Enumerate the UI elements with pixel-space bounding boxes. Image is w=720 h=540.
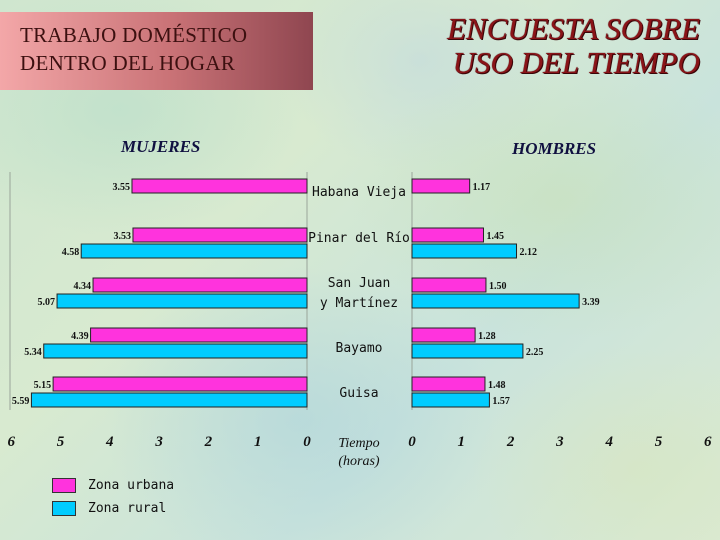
x-axis-label-1: (horas) bbox=[338, 454, 380, 469]
right-tick-5: 5 bbox=[655, 434, 663, 450]
data-label-mujeres-1-3: 5.34 bbox=[24, 347, 42, 358]
data-label-mujeres-0-4: 5.15 bbox=[34, 380, 52, 391]
left-tick-1: 1 bbox=[254, 434, 262, 450]
bar-mujeres-rural-2 bbox=[56, 293, 308, 309]
bar-hombres-rural-2 bbox=[411, 293, 580, 309]
category-label-2-1: y Martínez bbox=[320, 296, 398, 311]
data-label-mujeres-1-2: 5.07 bbox=[38, 297, 56, 308]
left-tick-0: 0 bbox=[303, 434, 311, 450]
bar-hombres-rural-4 bbox=[411, 392, 490, 408]
title-box: TRABAJO DOMÉSTICO DENTRO DEL HOGAR bbox=[0, 12, 313, 90]
subtitle-line-1: TRABAJO DOMÉSTICO bbox=[20, 23, 248, 47]
legend-label-rural: Zona rural bbox=[88, 501, 167, 516]
data-label-mujeres-0-3: 4.39 bbox=[71, 331, 89, 342]
data-label-hombres-0-4: 1.48 bbox=[488, 380, 506, 391]
legend-label-urbana: Zona urbana bbox=[88, 478, 175, 493]
legend: Zona urbana Zona rural bbox=[52, 474, 174, 520]
data-label-hombres-1-4: 1.57 bbox=[492, 396, 510, 407]
legend-swatch-urbana bbox=[52, 478, 76, 493]
main-title: ENCUESTA SOBRE USO DEL TIEMPO bbox=[447, 12, 700, 80]
bar-mujeres-urbana-4 bbox=[52, 376, 308, 392]
data-label-mujeres-1-4: 5.59 bbox=[12, 396, 30, 407]
bar-hombres-rural-3 bbox=[411, 343, 524, 359]
category-label-4-0: Guisa bbox=[339, 386, 378, 401]
data-label-hombres-0-1: 1.45 bbox=[486, 231, 504, 242]
data-label-mujeres-0-0: 3.55 bbox=[112, 182, 130, 193]
bar-hombres-urbana-3 bbox=[411, 327, 476, 343]
right-tick-6: 6 bbox=[704, 434, 712, 450]
legend-item-rural: Zona rural bbox=[52, 497, 174, 520]
bar-mujeres-rural-4 bbox=[30, 392, 308, 408]
bar-hombres-urbana-1 bbox=[411, 227, 484, 243]
data-label-mujeres-1-1: 4.58 bbox=[62, 247, 80, 258]
legend-item-urbana: Zona urbana bbox=[52, 474, 174, 497]
data-label-mujeres-0-2: 4.34 bbox=[74, 281, 92, 292]
subtitle-line-2: DENTRO DEL HOGAR bbox=[20, 51, 236, 75]
bar-mujeres-urbana-0 bbox=[131, 178, 308, 194]
bar-hombres-rural-1 bbox=[411, 243, 518, 259]
left-tick-6: 6 bbox=[7, 434, 15, 450]
data-label-hombres-1-3: 2.25 bbox=[526, 347, 544, 358]
left-tick-2: 2 bbox=[204, 434, 213, 450]
bar-mujeres-urbana-2 bbox=[92, 277, 308, 293]
main-title-line-2: USO DEL TIEMPO bbox=[452, 45, 700, 80]
main-title-line-1: ENCUESTA SOBRE bbox=[447, 11, 700, 46]
data-label-hombres-0-2: 1.50 bbox=[489, 281, 507, 292]
category-label-1-0: Pinar del Río bbox=[308, 231, 410, 246]
right-tick-3: 3 bbox=[555, 434, 564, 450]
data-label-hombres-0-0: 1.17 bbox=[473, 182, 491, 193]
panel-label-hombres: HOMBRES bbox=[512, 139, 597, 158]
right-tick-1: 1 bbox=[458, 434, 466, 450]
panel-label-mujeres: MUJERES bbox=[121, 137, 201, 156]
bar-hombres-urbana-0 bbox=[411, 178, 471, 194]
bar-mujeres-rural-1 bbox=[80, 243, 308, 259]
right-tick-4: 4 bbox=[604, 434, 613, 450]
left-tick-3: 3 bbox=[154, 434, 163, 450]
left-tick-5: 5 bbox=[57, 434, 65, 450]
x-axis-label-0: Tiempo bbox=[338, 436, 379, 451]
bar-mujeres-urbana-3 bbox=[90, 327, 308, 343]
category-label-3-0: Bayamo bbox=[336, 341, 383, 356]
data-label-hombres-1-1: 2.12 bbox=[520, 247, 538, 258]
right-tick-0: 0 bbox=[408, 434, 416, 450]
bar-mujeres-rural-3 bbox=[43, 343, 308, 359]
legend-swatch-rural bbox=[52, 501, 76, 516]
category-label-0-0: Habana Vieja bbox=[312, 185, 406, 200]
bar-hombres-urbana-2 bbox=[411, 277, 487, 293]
category-label-2-0: San Juan bbox=[328, 276, 391, 291]
bar-hombres-urbana-4 bbox=[411, 376, 486, 392]
data-label-hombres-1-2: 3.39 bbox=[582, 297, 600, 308]
bar-mujeres-urbana-1 bbox=[132, 227, 308, 243]
right-tick-2: 2 bbox=[506, 434, 515, 450]
data-label-hombres-0-3: 1.28 bbox=[478, 331, 496, 342]
data-label-mujeres-0-1: 3.53 bbox=[113, 231, 131, 242]
left-tick-4: 4 bbox=[105, 434, 114, 450]
